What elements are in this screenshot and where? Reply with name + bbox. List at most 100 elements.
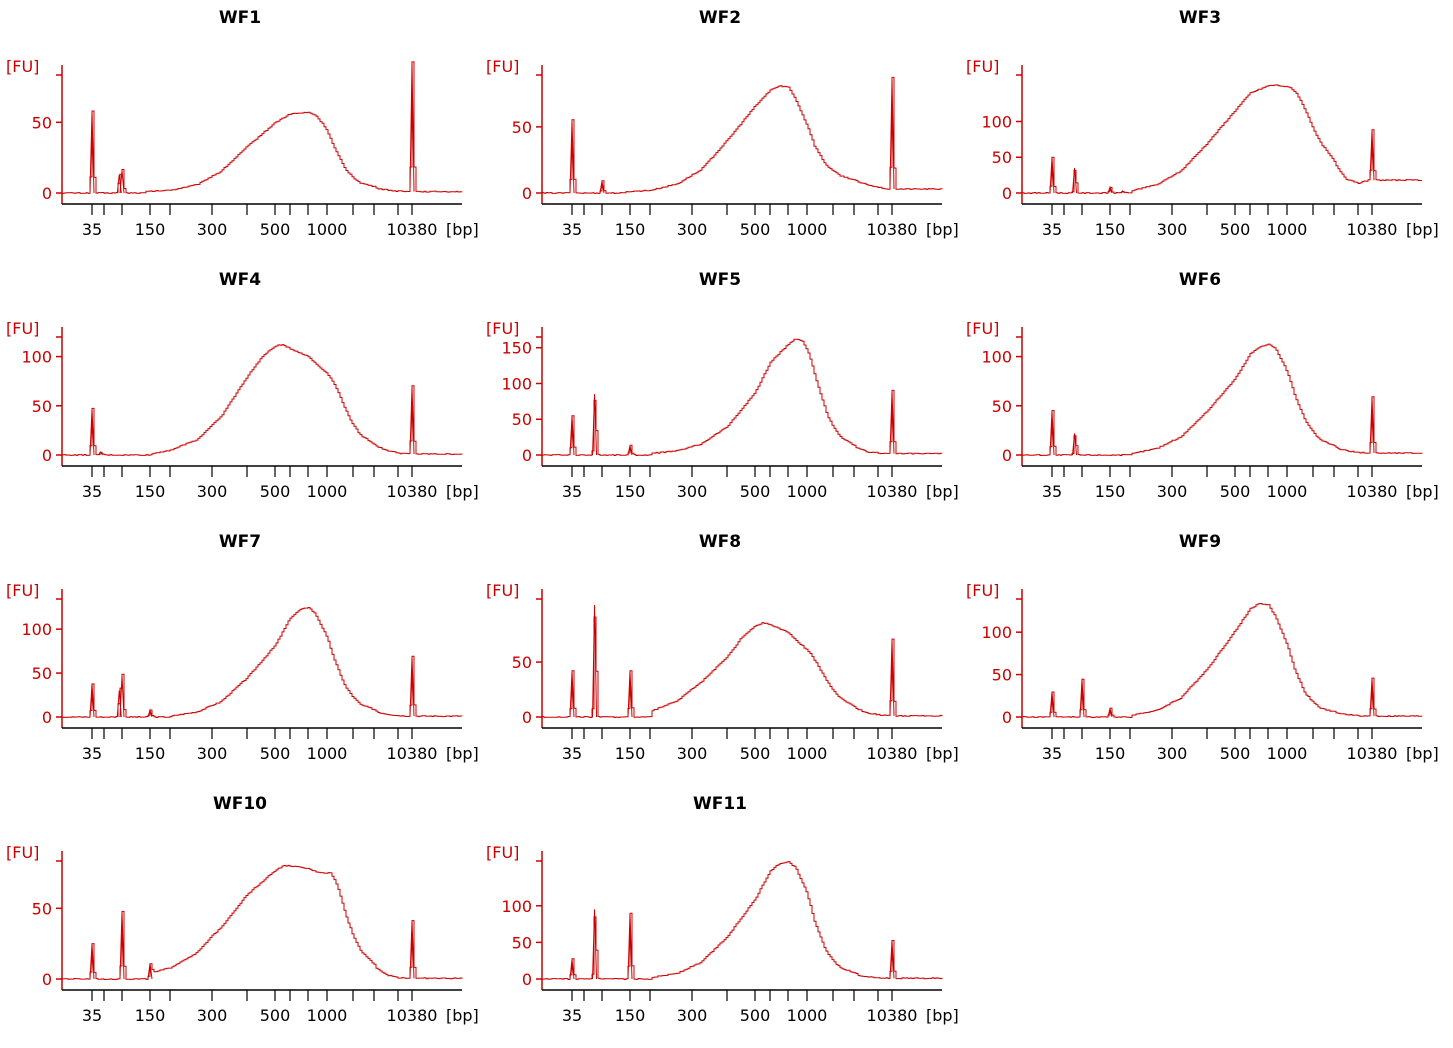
marker-peak: [592, 604, 598, 718]
x-tick-label: 1000: [787, 482, 828, 501]
x-tick-label: 500: [1220, 220, 1251, 239]
x-tick-label: 150: [135, 482, 166, 501]
marker-peak: [1107, 708, 1113, 718]
plot-area: [FU] 0 50 35 150 300 500 1000 10380 [bp]: [486, 581, 959, 763]
y-unit-label: [FU]: [966, 581, 999, 600]
marker-peak: [1072, 433, 1078, 456]
y-tick-label: 100: [21, 348, 52, 367]
y-tick-label: 0: [522, 446, 532, 465]
electropherogram-panel: WF1 [FU] 0 50 35 150 300 500 1000 10380 [bp]: [0, 0, 480, 262]
panel-title: WF10: [212, 794, 268, 814]
x-unit-label: [bp]: [926, 744, 959, 763]
x-tick-label: 150: [135, 1006, 166, 1025]
marker-peak: [98, 451, 103, 456]
y-tick-label: 50: [32, 664, 52, 683]
plot-area: [FU] 0 50 35 150 300 500 1000 10380 [bp]: [486, 57, 959, 239]
plot-area: [FU] 0 50 100 35 150 300 500 1000 10380 [bp]: [966, 581, 1439, 763]
x-tick-label: 10380: [387, 744, 438, 763]
x-unit-label: [bp]: [446, 220, 479, 239]
marker-peak: [569, 415, 575, 456]
x-tick-label: 500: [260, 482, 291, 501]
electropherogram-panel: WF2 [FU] 0 50 35 150 300 500 1000 10380 [bp]: [480, 0, 960, 262]
y-tick-label: 50: [512, 933, 532, 952]
x-tick-label: 1000: [787, 220, 828, 239]
x-tick-label: 35: [1042, 482, 1062, 501]
x-tick-label: 1000: [1267, 220, 1308, 239]
x-tick-label: 35: [562, 482, 582, 501]
marker-peak: [409, 386, 415, 455]
x-tick-label: 150: [135, 220, 166, 239]
plot-area: [FU] 0 50 100 35 150 300 500 1000 10380 [bp]: [6, 319, 479, 501]
x-tick-label: 10380: [387, 220, 438, 239]
marker-peak: [1049, 157, 1055, 194]
x-tick-label: 300: [1157, 220, 1188, 239]
marker-peak: [1369, 130, 1375, 181]
marker-peak: [1079, 678, 1085, 718]
marker-peak: [599, 181, 605, 194]
x-tick-label: 500: [260, 1006, 291, 1025]
panel-title: WF3: [1178, 8, 1222, 28]
x-tick-label: 10380: [867, 482, 918, 501]
y-tick-label: 50: [32, 113, 52, 132]
x-tick-label: 300: [677, 482, 708, 501]
marker-peak: [89, 943, 95, 980]
x-tick-label: 10380: [867, 744, 918, 763]
panel-title: WF7: [218, 532, 262, 552]
sample-trace: [1022, 343, 1423, 456]
marker-peak: [409, 920, 415, 979]
x-tick-label: 1000: [307, 744, 348, 763]
marker-peak: [889, 77, 895, 190]
x-tick-label: 1000: [307, 482, 348, 501]
y-tick-label: 0: [1002, 184, 1012, 203]
x-unit-label: [bp]: [1406, 482, 1439, 501]
marker-peak: [409, 61, 415, 192]
x-unit-label: [bp]: [1406, 744, 1439, 763]
x-tick-label: 10380: [1347, 744, 1398, 763]
electropherogram-panel: WF11 [FU] 50 100 0 35 150 300 500 1000 10380 [bp]: [480, 786, 960, 1048]
marker-peak: [889, 940, 895, 979]
x-unit-label: [bp]: [926, 220, 959, 239]
sample-trace: [1022, 603, 1423, 718]
y-unit-label: [FU]: [6, 319, 39, 338]
x-tick-label: 500: [1220, 482, 1251, 501]
marker-peak: [569, 670, 575, 718]
y-tick-label: 0: [522, 184, 532, 203]
x-tick-label: 10380: [1347, 482, 1398, 501]
y-tick-label: 50: [512, 118, 532, 137]
sample-trace: [542, 616, 943, 718]
panel-title: WF9: [1178, 532, 1222, 552]
marker-peak: [569, 120, 575, 194]
panel-title: WF5: [698, 270, 742, 290]
sample-trace: [62, 61, 463, 194]
x-tick-label: 500: [260, 220, 291, 239]
marker-peak: [592, 909, 598, 980]
electropherogram-panel: WF3 [FU] 0 50 100 35 150 300 500 1000 10380 [bp]: [960, 0, 1440, 262]
x-unit-label: [bp]: [926, 482, 959, 501]
plot-area: [FU] 0 50 100 150 35 150 300 500 1000 10380 [bp]: [486, 319, 959, 501]
sample-trace: [542, 861, 943, 980]
x-tick-label: 1000: [1267, 482, 1308, 501]
y-unit-label: [FU]: [6, 581, 39, 600]
x-tick-label: 10380: [867, 1006, 918, 1025]
electropherogram-panel: WF10 [FU] 0 50 35 150 300 500 1000 10380 [bp]: [0, 786, 480, 1048]
x-tick-label: 35: [1042, 744, 1062, 763]
y-tick-label: 150: [501, 339, 532, 358]
electropherogram-panel: WF9 [FU] 0 50 100 35 150 300 500 1000 10380 [bp]: [960, 524, 1440, 786]
marker-peak: [1369, 396, 1375, 454]
sample-trace: [62, 607, 463, 718]
x-tick-label: 150: [135, 744, 166, 763]
y-tick-label: 0: [42, 970, 52, 989]
marker-peak: [1049, 410, 1055, 456]
marker-peak: [89, 408, 95, 456]
marker-peak: [119, 170, 125, 194]
marker-peak: [627, 913, 633, 980]
x-tick-label: 1000: [787, 744, 828, 763]
x-tick-label: 35: [562, 744, 582, 763]
marker-peak: [119, 675, 125, 718]
y-tick-label: 0: [42, 446, 52, 465]
y-unit-label: [FU]: [6, 57, 39, 76]
plot-area: [FU] 0 50 100 35 150 300 500 1000 10380 [bp]: [966, 319, 1439, 501]
plot-area: [FU] 0 50 100 35 150 300 500 1000 10380 [bp]: [966, 57, 1439, 239]
plot-area: [FU] 0 50 35 150 300 500 1000 10380 [bp]: [6, 57, 479, 239]
